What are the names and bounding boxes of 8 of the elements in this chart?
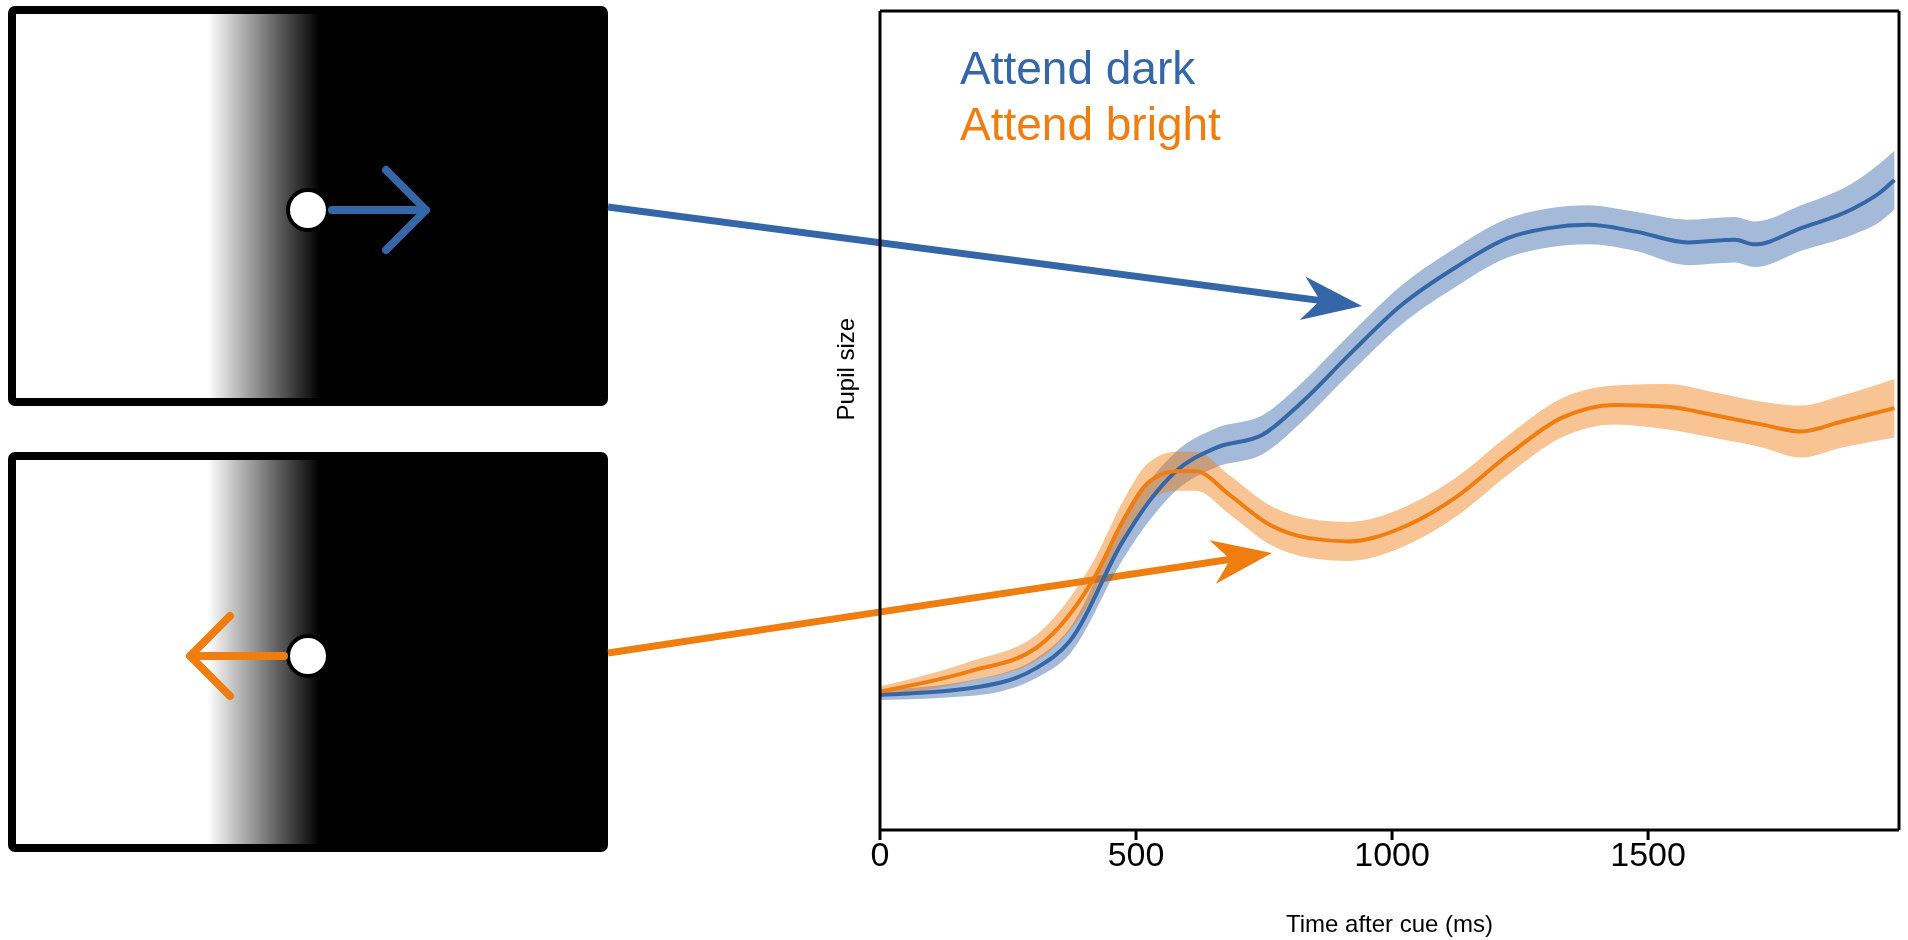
- text: Attend bright: [960, 97, 1221, 152]
- x-tick-label: 0: [870, 835, 890, 874]
- x-axis-title: Time after cue (ms): [1285, 910, 1494, 937]
- text: Attend dark: [960, 41, 1197, 96]
- x-tick-label: 1000: [1354, 835, 1430, 874]
- x-tick-label: 500: [1107, 835, 1165, 874]
- y-axis-title: Pupil size: [831, 317, 859, 421]
- x-tick-label: 1500: [1610, 835, 1686, 874]
